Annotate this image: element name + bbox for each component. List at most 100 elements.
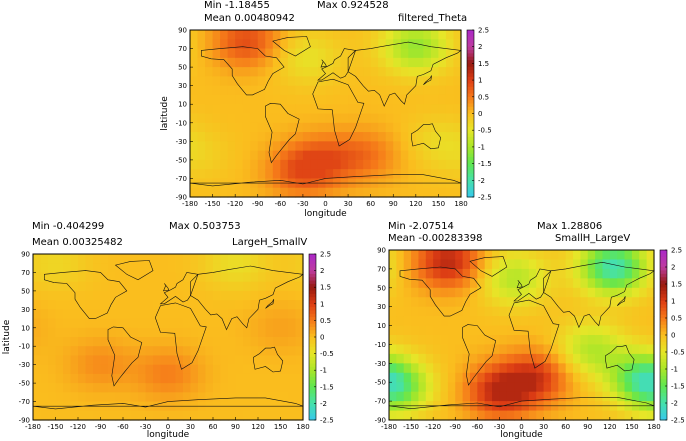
heatmap-cell — [168, 300, 177, 310]
heatmap-cell — [573, 278, 581, 289]
heatmap-cell — [242, 132, 251, 142]
colorbar-tick-label: -1.5 — [320, 383, 334, 391]
x-tick-label: 150 — [625, 423, 638, 431]
heatmap-cell — [160, 410, 169, 421]
colorbar-step — [467, 183, 474, 188]
colorbar-step — [467, 100, 474, 104]
heatmap-cell — [280, 327, 289, 338]
heatmap-cell — [378, 57, 387, 68]
heatmap-cell — [198, 327, 207, 338]
heatmap-cell — [123, 272, 132, 283]
heatmap-cell — [183, 337, 192, 347]
heatmap-cell — [198, 337, 207, 347]
heatmap-cell — [506, 278, 515, 289]
coastline — [516, 280, 523, 289]
heatmap-cell — [462, 372, 471, 383]
heatmap-cell — [280, 30, 289, 40]
heatmap-cell — [153, 327, 162, 338]
heatmap-cell — [235, 150, 244, 161]
heatmap-cell — [355, 122, 364, 133]
heatmap-cell — [280, 94, 289, 105]
heatmap-cell — [175, 383, 184, 393]
heatmap-cell — [425, 259, 434, 270]
heatmap-cell — [558, 306, 567, 317]
heatmap-cell — [160, 272, 169, 283]
heatmap-cell — [317, 85, 327, 96]
heatmap-cell — [220, 187, 229, 198]
heatmap-cell — [440, 287, 449, 298]
heatmap-cell — [565, 268, 574, 279]
heatmap-cell — [287, 159, 296, 170]
heatmap-cell — [78, 383, 87, 393]
heatmap-cell — [138, 373, 147, 384]
heatmap-cell — [325, 132, 334, 142]
heatmap-cell — [433, 250, 442, 261]
heatmap-cell — [198, 290, 207, 301]
heatmap-cell — [348, 39, 357, 50]
colorbar-step — [660, 352, 667, 356]
heatmap-cell — [462, 335, 471, 346]
colorbar-step — [660, 267, 667, 271]
heatmap-cell — [48, 290, 57, 301]
heatmap-cell — [295, 364, 304, 375]
heatmap-cell — [93, 263, 102, 274]
heatmap-cell — [302, 85, 312, 96]
coastline — [320, 59, 327, 68]
heatmap-cell — [469, 335, 478, 346]
heatmap-cell — [440, 363, 449, 374]
heatmap-cell — [595, 325, 604, 336]
heatmap-cell — [411, 250, 420, 261]
y-tick-label: 90 — [377, 247, 386, 255]
heatmap-cell — [423, 104, 432, 115]
heatmap-cell — [447, 363, 456, 374]
heatmap-cell — [235, 48, 244, 59]
heatmap-cell — [242, 85, 251, 96]
y-tick-label: -70 — [176, 175, 187, 183]
heatmap-cell — [550, 278, 559, 289]
heatmap-cell — [205, 346, 214, 357]
heatmap-cell — [235, 254, 244, 264]
top-min-label: Min -1.18455 — [204, 0, 270, 11]
heatmap-cell — [213, 281, 222, 292]
heatmap-cell — [325, 141, 334, 152]
heatmap-cell — [573, 287, 581, 298]
heatmap-cell — [33, 392, 42, 403]
heatmap-cell — [447, 250, 456, 261]
heatmap-cell — [317, 94, 327, 105]
heatmap-cell — [288, 281, 297, 292]
heatmap-cell — [602, 278, 611, 289]
heatmap-cell — [70, 281, 79, 292]
heatmap-cell — [197, 113, 206, 124]
heatmap-cell — [48, 272, 57, 283]
heatmap-cell — [273, 254, 282, 264]
heatmap-cell — [138, 300, 147, 310]
heatmap-cell — [425, 353, 434, 364]
heatmap-cell — [63, 254, 72, 264]
heatmap-cell — [445, 113, 455, 124]
heatmap-cell — [543, 335, 552, 346]
heatmap-cell — [453, 85, 462, 96]
heatmap-cell — [580, 353, 589, 364]
heatmap-cell — [587, 391, 596, 402]
colorbar-step — [660, 301, 667, 305]
heatmap-cell — [78, 318, 87, 329]
colorbar-step — [660, 253, 667, 258]
heatmap-cell — [55, 373, 64, 384]
heatmap-cell — [408, 85, 417, 96]
heatmap-cell — [396, 410, 405, 421]
heatmap-cell — [528, 401, 537, 412]
heatmap-cell — [333, 30, 342, 40]
heatmap-cell — [378, 159, 387, 170]
y-tick-label: 10 — [377, 322, 386, 330]
heatmap-cell — [521, 268, 530, 279]
heatmap-cell — [257, 39, 266, 50]
heatmap-cell — [220, 327, 229, 338]
heatmap-cell — [212, 94, 221, 105]
heatmap-cell — [389, 268, 397, 279]
heatmap-cell — [302, 67, 312, 77]
heatmap-cell — [265, 159, 274, 170]
heatmap-cell — [160, 318, 169, 329]
colorbar-step — [660, 321, 667, 326]
heatmap-cell — [228, 272, 237, 283]
heatmap-cell — [205, 290, 214, 301]
